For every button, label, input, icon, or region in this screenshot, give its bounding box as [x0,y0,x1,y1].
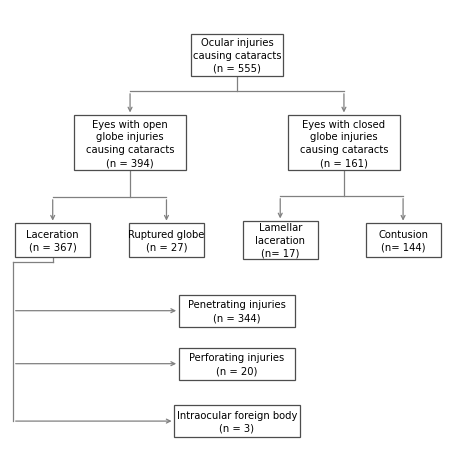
FancyBboxPatch shape [179,295,295,327]
Text: Penetrating injuries
(n = 344): Penetrating injuries (n = 344) [188,300,286,322]
Text: Ocular injuries
causing cataracts
(n = 555): Ocular injuries causing cataracts (n = 5… [193,38,281,73]
FancyBboxPatch shape [129,224,204,257]
Text: Eyes with closed
globe injuries
causing cataracts
(n = 161): Eyes with closed globe injuries causing … [300,119,388,168]
Text: Perforating injuries
(n = 20): Perforating injuries (n = 20) [190,353,284,375]
Text: Contusion
(n= 144): Contusion (n= 144) [378,229,428,252]
Text: Intraocular foreign body
(n = 3): Intraocular foreign body (n = 3) [177,410,297,432]
FancyBboxPatch shape [179,348,295,380]
FancyBboxPatch shape [365,224,441,257]
FancyBboxPatch shape [174,405,300,437]
FancyBboxPatch shape [288,116,400,171]
FancyBboxPatch shape [74,116,186,171]
FancyBboxPatch shape [243,222,318,259]
Text: Eyes with open
globe injuries
causing cataracts
(n = 394): Eyes with open globe injuries causing ca… [86,119,174,168]
Text: Laceration
(n = 367): Laceration (n = 367) [27,229,79,252]
FancyBboxPatch shape [15,224,90,257]
Text: Lamellar
laceration
(n= 17): Lamellar laceration (n= 17) [255,223,305,258]
Text: Ruptured globe
(n = 27): Ruptured globe (n = 27) [128,229,205,252]
FancyBboxPatch shape [191,34,283,76]
